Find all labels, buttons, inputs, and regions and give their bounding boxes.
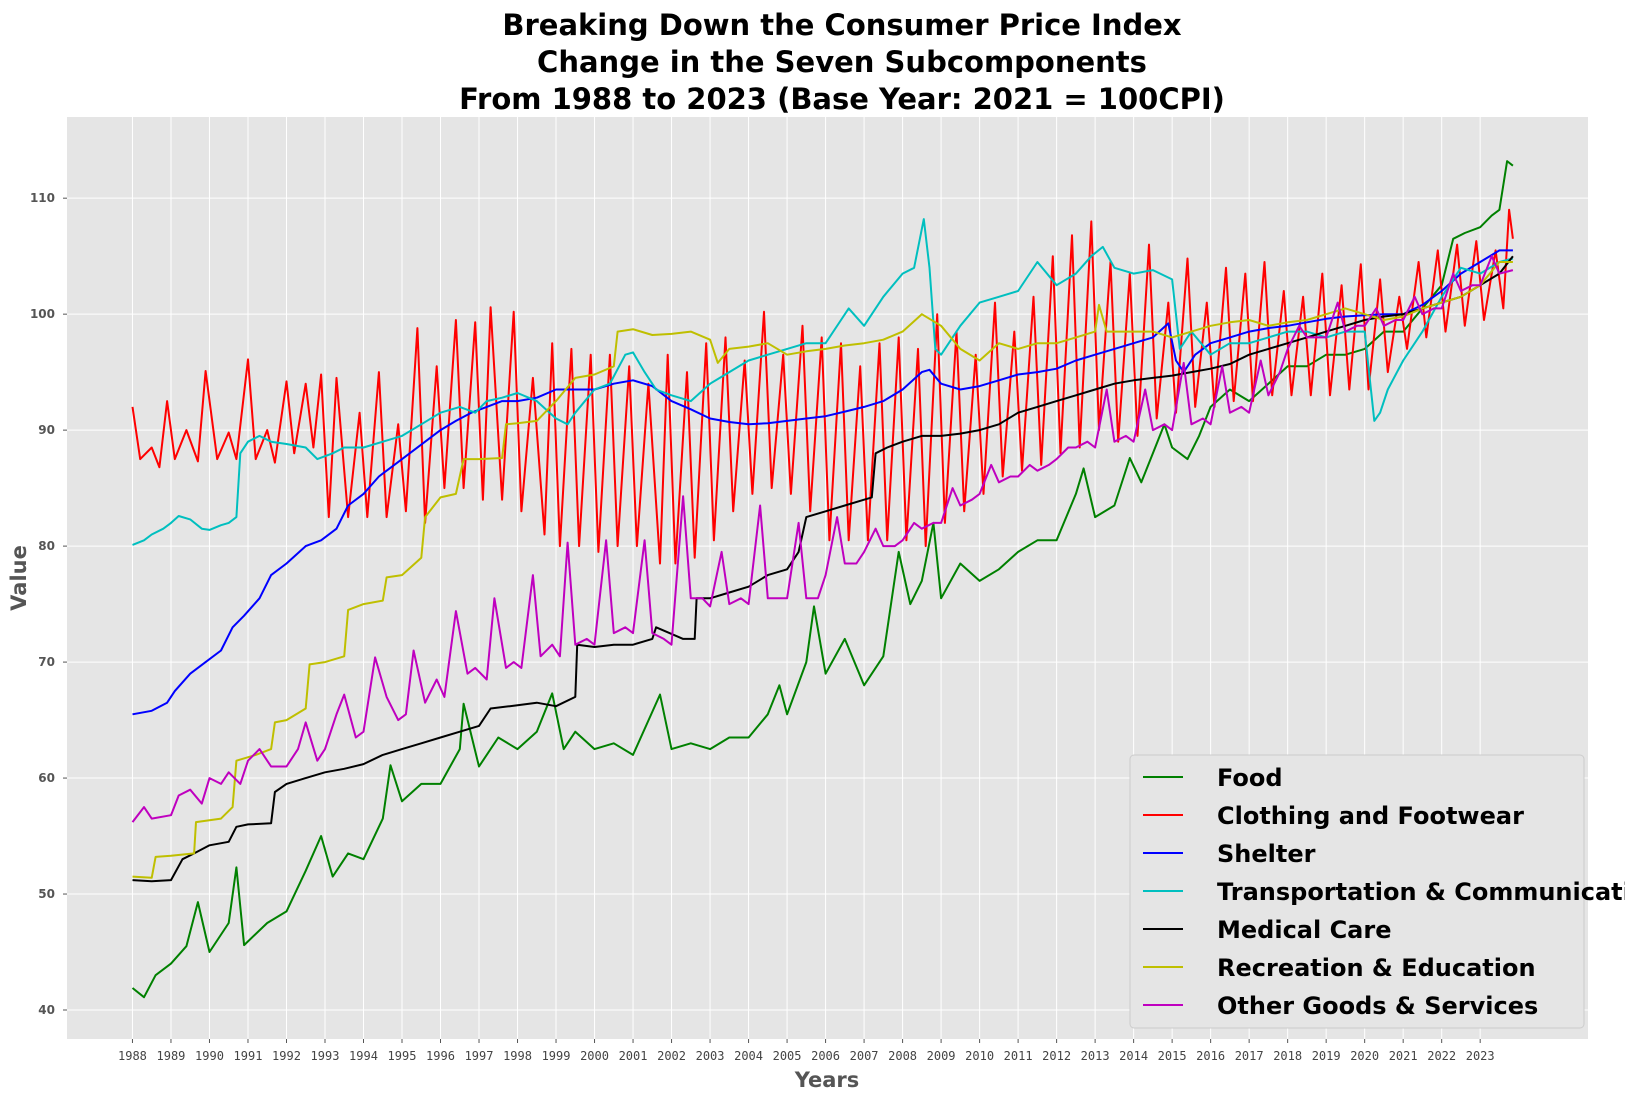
x-tick-label: 2011 [1004, 1049, 1033, 1063]
x-tick-label: 1997 [465, 1049, 494, 1063]
legend-label: Food [1217, 764, 1283, 792]
legend-label: Clothing and Footwear [1217, 802, 1524, 830]
x-tick-label: 2001 [619, 1049, 648, 1063]
series-line-clothing-and-footwear [131, 208, 1514, 565]
x-tick-label: 1995 [388, 1049, 417, 1063]
x-tick-label: 2016 [1196, 1049, 1225, 1063]
y-tick-label: 40 [38, 1003, 55, 1017]
x-tick-label: 1994 [349, 1049, 378, 1063]
legend-label: Transportation & Communication [1217, 878, 1625, 906]
y-tick-label: 80 [38, 539, 55, 553]
x-tick-label: 2005 [773, 1049, 802, 1063]
y-tick-label: 60 [38, 771, 55, 785]
x-tick-label: 2006 [811, 1049, 840, 1063]
x-tick-label: 2007 [850, 1049, 879, 1063]
x-tick-label: 2022 [1427, 1049, 1456, 1063]
y-tick-label: 110 [30, 191, 55, 205]
x-tick-label: 2021 [1389, 1049, 1418, 1063]
x-tick-label: 2004 [734, 1049, 763, 1063]
x-tick-label: 1990 [195, 1049, 224, 1063]
y-tick-label: 50 [38, 887, 55, 901]
y-axis-title: Value [7, 545, 31, 611]
legend-label: Shelter [1217, 840, 1316, 868]
x-tick-label: 2019 [1312, 1049, 1341, 1063]
y-axis-ticks: 40 50 60 70 80 90 100 110 [30, 191, 67, 1017]
x-tick-label: 2009 [927, 1049, 956, 1063]
legend: Food Clothing and Footwear Shelter Transpor… [1129, 754, 1625, 1029]
x-tick-label: 2018 [1273, 1049, 1302, 1063]
series-line-recreation-education [132, 261, 1513, 879]
legend-label: Medical Care [1217, 916, 1392, 944]
x-tick-label: 1991 [234, 1049, 263, 1063]
series-line-other-goods-services [131, 255, 1514, 823]
x-tick-label: 2000 [580, 1049, 609, 1063]
x-tick-label: 2013 [1081, 1049, 1110, 1063]
x-tick-label: 2003 [696, 1049, 725, 1063]
series-line-transportation-communication [132, 218, 1514, 546]
x-tick-label: 2017 [1235, 1049, 1264, 1063]
chart-title-line-1: Breaking Down the Consumer Price Index [502, 8, 1182, 42]
x-axis-title: Years [794, 1068, 860, 1092]
x-tick-label: 1989 [157, 1049, 186, 1063]
legend-label: Other Goods & Services [1217, 992, 1538, 1020]
chart-title: Breaking Down the Consumer Price IndexCh… [459, 8, 1225, 116]
y-tick-label: 90 [38, 423, 55, 437]
series-line-food [131, 160, 1514, 999]
chart-title-line-3: From 1988 to 2023 (Base Year: 2021 = 100… [459, 82, 1225, 116]
x-tick-label: 1998 [503, 1049, 532, 1063]
x-tick-label: 2023 [1466, 1049, 1495, 1063]
legend-label: Recreation & Education [1217, 954, 1536, 982]
x-tick-label: 2012 [1042, 1049, 1071, 1063]
x-tick-label: 1988 [118, 1049, 147, 1063]
x-tick-label: 2010 [965, 1049, 994, 1063]
y-tick-label: 100 [30, 307, 55, 321]
x-tick-label: 2002 [657, 1049, 686, 1063]
x-tick-label: 2015 [1158, 1049, 1187, 1063]
y-tick-label: 70 [38, 655, 55, 669]
x-axis-ticks: 1988 1989 1990 1991 1992 1993 1994 1995 1996 1997… [118, 1039, 1495, 1063]
x-tick-label: 1996 [426, 1049, 455, 1063]
chart-title-line-2: Change in the Seven Subcomponents [537, 45, 1147, 79]
series-lines [131, 160, 1514, 999]
x-tick-label: 2008 [888, 1049, 917, 1063]
x-tick-label: 2020 [1350, 1049, 1379, 1063]
legend-box [1129, 754, 1585, 1029]
series-line-shelter [132, 249, 1513, 716]
x-tick-label: 2014 [1119, 1049, 1148, 1063]
x-tick-label: 1993 [311, 1049, 340, 1063]
x-tick-label: 1999 [542, 1049, 571, 1063]
x-tick-label: 1992 [272, 1049, 301, 1063]
